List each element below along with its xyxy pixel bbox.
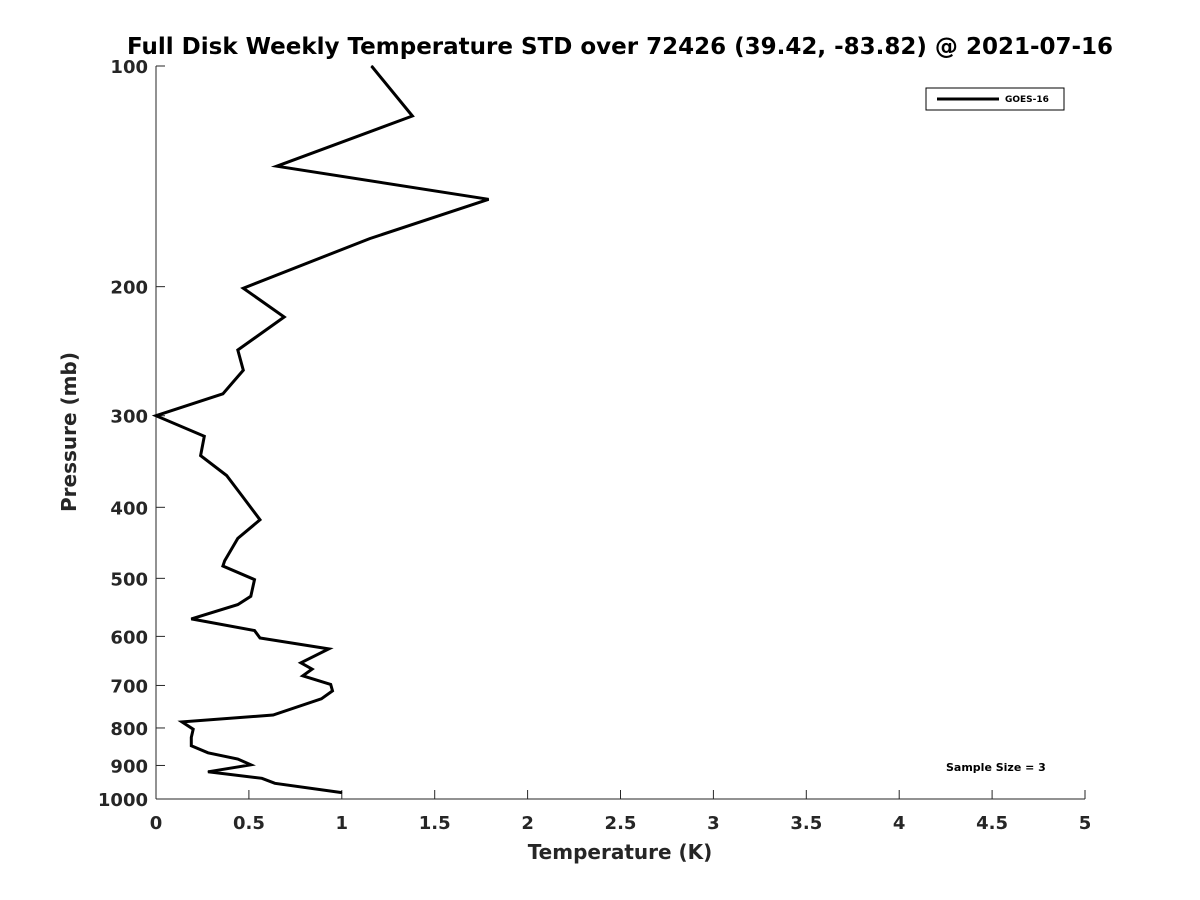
data-point <box>250 764 252 766</box>
data-point <box>190 745 192 747</box>
y-tick-label: 300 <box>110 407 148 428</box>
x-tick-label: 2.5 <box>605 813 637 834</box>
data-point <box>283 316 285 318</box>
x-tick-label: 4 <box>893 813 906 834</box>
legend: GOES-16 <box>925 87 1065 111</box>
data-point <box>222 565 224 567</box>
data-point <box>203 435 205 437</box>
x-tick-label: 1 <box>336 813 349 834</box>
data-point <box>200 455 202 457</box>
data-point <box>272 714 274 716</box>
y-axis-label: Pressure (mb) <box>57 352 81 512</box>
data-point <box>190 618 192 620</box>
data-point <box>259 637 261 639</box>
data-point <box>226 475 228 477</box>
data-point <box>237 537 239 539</box>
plot-area <box>156 66 1085 799</box>
y-tick-label: 1000 <box>98 790 148 811</box>
sample-size-annotation: Sample Size = 3 <box>946 761 1046 774</box>
data-point <box>237 349 239 351</box>
data-point <box>328 648 330 650</box>
chart-title: Full Disk Weekly Temperature STD over 72… <box>127 34 1113 60</box>
data-point <box>488 198 490 200</box>
x-tick-label: 2 <box>521 813 534 834</box>
data-point <box>276 165 278 167</box>
y-tick-label: 500 <box>110 569 148 590</box>
data-point <box>190 736 192 738</box>
data-point <box>222 393 224 395</box>
data-point <box>332 690 334 692</box>
y-tick-label: 700 <box>110 676 148 697</box>
data-point <box>242 287 244 289</box>
axes: 0 0.5 1 1.5 2 2.5 3 3.5 4 4.5 5 100 200 300 400 500 600 7… <box>98 57 1091 834</box>
x-tick-label: 1.5 <box>419 813 451 834</box>
y-tick-label: 100 <box>110 57 148 78</box>
x-tick-label: 0.5 <box>233 813 265 834</box>
x-tick-label: 3.5 <box>790 813 822 834</box>
data-point <box>259 519 261 521</box>
data-point <box>242 369 244 371</box>
data-point <box>253 629 255 631</box>
x-tick-label: 0 <box>150 813 163 834</box>
y-tick-label: 900 <box>110 756 148 777</box>
data-point <box>181 721 183 723</box>
data-point <box>261 777 263 779</box>
data-point <box>250 595 252 597</box>
y-tick-label: 400 <box>110 498 148 519</box>
data-point <box>192 728 194 730</box>
data-point <box>320 698 322 700</box>
y-tick-label: 600 <box>110 627 148 648</box>
data-point <box>240 494 242 496</box>
data-point <box>411 115 413 117</box>
x-axis-label: Temperature (K) <box>528 840 713 864</box>
data-point <box>302 675 304 677</box>
data-point <box>253 579 255 581</box>
data-point <box>274 782 276 784</box>
series-line-goes-16 <box>151 65 490 795</box>
x-tick-label: 4.5 <box>976 813 1008 834</box>
data-point <box>341 792 343 794</box>
data-point <box>237 758 239 760</box>
data-point <box>155 415 157 417</box>
data-point <box>300 662 302 664</box>
y-tick-label: 800 <box>110 719 148 740</box>
data-point <box>371 65 373 67</box>
x-tick-label: 3 <box>707 813 720 834</box>
x-tick-label: 5 <box>1079 813 1092 834</box>
y-tick-label: 200 <box>110 278 148 299</box>
data-point <box>237 604 239 606</box>
data-point <box>207 771 209 773</box>
series-layer <box>151 65 490 795</box>
legend-label-goes-16: GOES-16 <box>1005 95 1049 105</box>
data-point <box>207 752 209 754</box>
data-point <box>224 560 226 562</box>
data-point <box>311 668 313 670</box>
data-point <box>369 238 371 240</box>
data-point <box>330 684 332 686</box>
